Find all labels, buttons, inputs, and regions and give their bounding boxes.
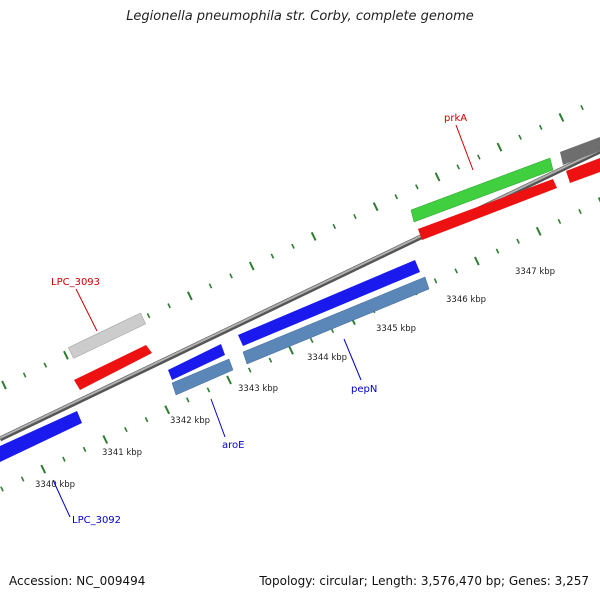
inner-tick-24 — [495, 248, 500, 254]
accession-text: Accession: NC_009494 — [9, 574, 146, 588]
inner-tick-6 — [124, 426, 128, 433]
outer-tick-21 — [434, 172, 441, 182]
outer-tick-10 — [208, 283, 213, 289]
outer-tick-12 — [248, 261, 255, 271]
prka-leader-line — [455, 124, 474, 171]
gene-label-lpc3093[interactable]: LPC_3093 — [51, 277, 100, 288]
gray-feature-lpc3093[interactable] — [67, 312, 146, 359]
outer-tick-track — [1, 104, 584, 390]
inner-tick-9 — [185, 397, 190, 403]
outer-tick-7 — [146, 313, 151, 319]
outer-tick-1 — [22, 372, 27, 378]
inner-tick-10 — [206, 387, 211, 393]
outer-tick-8 — [167, 303, 171, 309]
inner-tick-7 — [144, 417, 149, 423]
kbp-label-3342: 3342 kbp — [170, 416, 210, 426]
topology-summary-text: Topology: circular; Length: 3,576,470 bp… — [259, 574, 589, 588]
gene-label-prka[interactable]: prkA — [444, 113, 467, 124]
outer-tick-19 — [394, 194, 399, 200]
kbp-label-3345: 3345 kbp — [376, 324, 416, 334]
inner-tick-3 — [62, 456, 66, 462]
pepn-leader-line — [343, 338, 362, 381]
kbp-label-3346: 3346 kbp — [446, 295, 486, 305]
inner-tick-28 — [578, 208, 582, 215]
inner-tick-27 — [557, 218, 562, 225]
gene-label-aroe[interactable]: aroE — [222, 440, 244, 451]
kbp-label-3340: 3340 kbp — [35, 480, 75, 490]
outer-tick-9 — [186, 291, 193, 301]
gene-label-lpc3092[interactable]: LPC_3092 — [72, 515, 121, 526]
gene-label-pepn[interactable]: pepN — [351, 384, 377, 395]
outer-tick-14 — [291, 243, 295, 249]
genome-backbone-highlight — [0, 149, 600, 439]
cds-prka-arrow[interactable] — [418, 179, 557, 240]
inner-tick-14 — [288, 345, 294, 355]
kbp-label-3341: 3341 kbp — [102, 448, 142, 458]
outer-tick-27 — [558, 112, 565, 122]
outer-tick-28 — [580, 104, 584, 111]
outer-tick-17 — [353, 213, 357, 220]
inner-tick-1 — [20, 476, 25, 482]
cds-pepn-arrow[interactable] — [238, 260, 420, 346]
inner-tick-21 — [433, 278, 438, 284]
inner-tick-26 — [535, 226, 542, 236]
lpc3093-leader-line — [75, 288, 98, 332]
inner-tick-2 — [40, 464, 47, 474]
outer-tick-24 — [496, 142, 503, 152]
inner-tick-12 — [247, 367, 252, 373]
inner-tick-11 — [226, 375, 232, 385]
outer-tick-20 — [415, 184, 419, 190]
outer-tick-26 — [538, 124, 543, 130]
inner-tick-0 — [0, 486, 4, 492]
gray-feature-right-edge[interactable] — [560, 137, 600, 165]
kbp-label-3344: 3344 kbp — [307, 353, 347, 363]
inner-tick-13 — [268, 357, 273, 363]
kbp-label-3343: 3343 kbp — [238, 384, 278, 394]
outer-tick-23 — [477, 154, 481, 160]
inner-tick-8 — [164, 405, 171, 415]
kbp-label-3347: 3347 kbp — [515, 267, 555, 277]
cds-aroe-arrow[interactable] — [168, 344, 225, 380]
inner-tick-25 — [516, 238, 520, 244]
gene-aroe-bar[interactable] — [171, 358, 234, 396]
gene-pepn-bar[interactable] — [242, 276, 430, 365]
outer-tick-15 — [310, 231, 317, 241]
outer-tick-2 — [43, 362, 48, 368]
outer-tick-3 — [63, 350, 69, 360]
outer-tick-22 — [456, 164, 461, 170]
map-title: Legionella pneumophila str. Corby, compl… — [126, 9, 474, 24]
cds-right-edge-arrow[interactable] — [566, 158, 600, 183]
outer-tick-25 — [518, 134, 522, 140]
inner-tick-15 — [309, 337, 314, 343]
cds-lpc3093-arrow[interactable] — [74, 345, 152, 390]
outer-tick-0 — [1, 380, 7, 390]
outer-tick-18 — [372, 202, 379, 212]
inner-tick-23 — [473, 256, 480, 266]
gene-prka-bar[interactable] — [410, 157, 554, 223]
cds-lpc3092-arrow[interactable] — [0, 411, 82, 462]
inner-tick-4 — [82, 446, 87, 452]
outer-tick-16 — [332, 223, 337, 230]
inner-tick-5 — [102, 434, 109, 444]
outer-tick-11 — [229, 273, 233, 279]
outer-tick-13 — [270, 253, 275, 259]
inner-tick-29 — [597, 197, 600, 203]
aroe-leader-line — [210, 398, 226, 438]
inner-tick-22 — [454, 268, 459, 274]
lpc3092-leader-line — [52, 479, 71, 518]
